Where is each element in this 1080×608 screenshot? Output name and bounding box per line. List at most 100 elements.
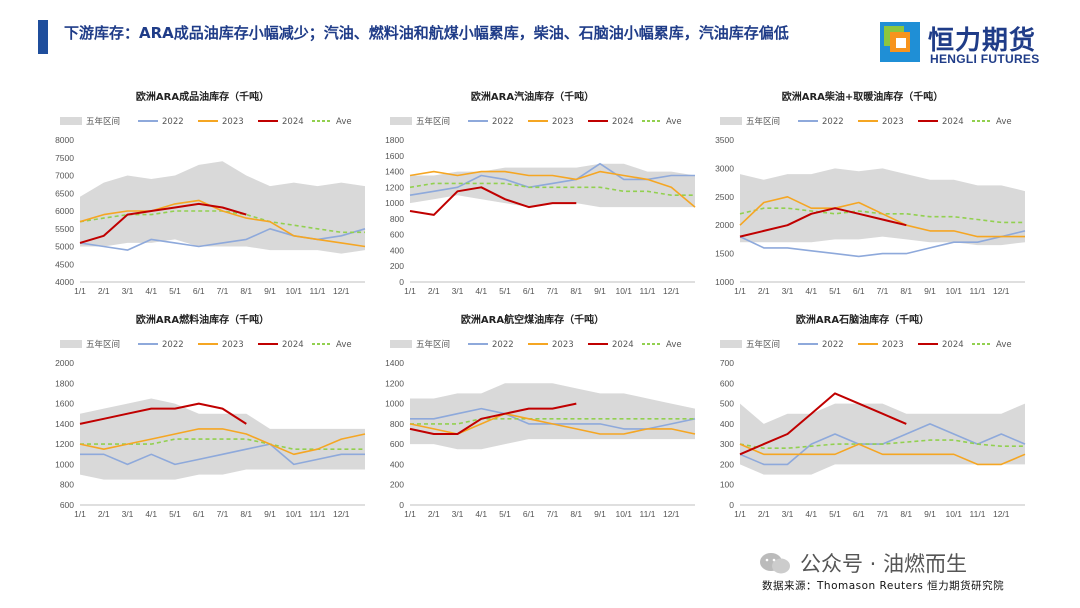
chart-title: 欧洲ARA柴油+取暖油库存（千吨） xyxy=(782,90,944,103)
series-line-Ave xyxy=(739,439,1025,449)
chart-ara-products: 欧洲ARA成品油库存（千吨） 五年区间 2022 2023 2024 Ave 4000 450… xyxy=(55,90,366,296)
chart-title: 欧洲ARA汽油库存（千吨） xyxy=(471,90,594,103)
x-tick-label: 11/1 xyxy=(640,286,656,296)
y-tick-label: 200 xyxy=(720,459,734,469)
legend-label: 2022 xyxy=(162,117,184,127)
x-tick-label: 9/1 xyxy=(594,286,606,296)
y-tick-label: 600 xyxy=(60,500,74,510)
x-tick-label: 8/1 xyxy=(570,509,582,519)
chart-title: 欧洲ARA燃料油库存（千吨） xyxy=(136,313,269,326)
y-tick-label: 1500 xyxy=(715,249,734,259)
x-tick-label: 12/1 xyxy=(663,509,680,519)
legend-label: Ave xyxy=(336,117,352,127)
series-line-Ave xyxy=(410,418,695,425)
y-tick-label: 1400 xyxy=(55,419,74,429)
y-tick-label: 600 xyxy=(390,230,404,240)
series-line-2024 xyxy=(409,186,577,216)
legend-label: 2024 xyxy=(282,340,304,350)
legend-label: 2024 xyxy=(612,117,634,127)
chart-legend: 五年区间 2022 2023 2024 Ave xyxy=(60,116,352,127)
series-line-2023 xyxy=(409,170,696,208)
series-line-2022 xyxy=(739,230,1026,258)
y-tick-label: 1000 xyxy=(385,399,404,409)
y-tick-label: 3500 xyxy=(715,135,734,145)
y-tick-label: 0 xyxy=(729,500,734,510)
x-tick-label: 8/1 xyxy=(570,286,582,296)
y-tick-label: 4000 xyxy=(55,277,74,287)
y-tick-label: 400 xyxy=(720,419,734,429)
x-tick-label: 6/1 xyxy=(853,286,865,296)
x-tick-label: 6/1 xyxy=(523,509,535,519)
legend-label: 2023 xyxy=(882,340,904,350)
legend-label: 五年区间 xyxy=(416,116,450,127)
five-year-range-band xyxy=(740,403,1025,475)
y-tick-label: 400 xyxy=(390,459,404,469)
x-tick-label: 4/1 xyxy=(145,509,157,519)
x-tick-label: 10/1 xyxy=(945,286,962,296)
legend-swatch-band xyxy=(390,340,412,348)
y-tick-label: 1000 xyxy=(55,459,74,469)
chart-legend: 五年区间 2022 2023 2024 Ave xyxy=(720,116,1012,127)
x-tick-label: 10/1 xyxy=(615,286,632,296)
x-tick-label: 5/1 xyxy=(829,509,841,519)
y-tick-label: 500 xyxy=(720,399,734,409)
chart-ara-naphtha: 欧洲ARA石脑油库存（千吨） 五年区间 2022 2023 2024 Ave 0 100 200… xyxy=(720,313,1026,519)
legend-label: 2024 xyxy=(282,117,304,127)
legend-swatch-band xyxy=(390,117,412,125)
x-tick-label: 9/1 xyxy=(594,509,606,519)
x-tick-label: 10/1 xyxy=(615,509,632,519)
legend-label: 2023 xyxy=(222,340,244,350)
chart-ara-gasoline: 欧洲ARA汽油库存（千吨） 五年区间 2022 2023 2024 Ave 0 200 400 6… xyxy=(385,90,696,296)
legend-label: 2024 xyxy=(942,340,964,350)
x-tick-label: 3/1 xyxy=(452,509,464,519)
y-tick-label: 200 xyxy=(390,261,404,271)
x-tick-label: 1/1 xyxy=(74,286,86,296)
legend-label: Ave xyxy=(996,117,1012,127)
x-tick-label: 12/1 xyxy=(993,509,1010,519)
chart-legend: 五年区间 2022 2023 2024 Ave xyxy=(720,339,1012,350)
x-tick-label: 2/1 xyxy=(758,509,770,519)
x-tick-label: 4/1 xyxy=(145,286,157,296)
chart-ara-fueloil: 欧洲ARA燃料油库存（千吨） 五年区间 2022 2023 2024 Ave 600 800 1… xyxy=(55,313,366,519)
x-tick-label: 5/1 xyxy=(499,509,511,519)
x-tick-label: 6/1 xyxy=(853,509,865,519)
x-tick-label: 5/1 xyxy=(499,286,511,296)
x-tick-label: 11/1 xyxy=(310,509,326,519)
chart-legend: 五年区间 2022 2023 2024 Ave xyxy=(390,116,682,127)
x-tick-label: 3/1 xyxy=(452,286,464,296)
x-tick-label: 7/1 xyxy=(217,286,229,296)
x-tick-label: 12/1 xyxy=(663,286,680,296)
legend-swatch-band xyxy=(720,340,742,348)
x-tick-label: 11/1 xyxy=(310,286,326,296)
x-tick-label: 9/1 xyxy=(264,286,276,296)
x-tick-label: 5/1 xyxy=(829,286,841,296)
series-line-2023 xyxy=(79,428,366,456)
page-title: 下游库存：ARA成品油库存小幅减少；汽油、燃料油和航煤小幅累库，柴油、石脑油小幅… xyxy=(64,24,789,42)
x-tick-label: 9/1 xyxy=(924,509,936,519)
y-tick-label: 2500 xyxy=(715,192,734,202)
chart-title: 欧洲ARA石脑油库存（千吨） xyxy=(796,313,929,326)
y-tick-label: 1600 xyxy=(55,399,74,409)
x-tick-label: 7/1 xyxy=(547,509,559,519)
x-tick-label: 2/1 xyxy=(98,509,110,519)
legend-label: 2022 xyxy=(492,117,514,127)
y-tick-label: 1000 xyxy=(715,277,734,287)
legend-label: Ave xyxy=(336,340,352,350)
y-tick-label: 1800 xyxy=(385,135,404,145)
y-tick-label: 7000 xyxy=(55,171,74,181)
y-tick-label: 5500 xyxy=(55,224,74,234)
y-tick-label: 700 xyxy=(720,358,734,368)
chart-ara-diesel: 欧洲ARA柴油+取暖油库存（千吨） 五年区间 2022 2023 2024 Ave 1000… xyxy=(715,90,1026,296)
x-tick-label: 11/1 xyxy=(970,286,986,296)
legend-swatch-band xyxy=(60,117,82,125)
series-line-2024 xyxy=(79,202,247,244)
y-tick-label: 600 xyxy=(720,378,734,388)
legend-label: 2023 xyxy=(552,117,574,127)
x-tick-label: 11/1 xyxy=(970,509,986,519)
legend-label: Ave xyxy=(996,340,1012,350)
x-tick-label: 4/1 xyxy=(475,286,487,296)
chart-legend: 五年区间 2022 2023 2024 Ave xyxy=(390,339,682,350)
legend-label: 2023 xyxy=(882,117,904,127)
five-year-range-band xyxy=(410,383,695,450)
x-tick-label: 10/1 xyxy=(285,509,302,519)
